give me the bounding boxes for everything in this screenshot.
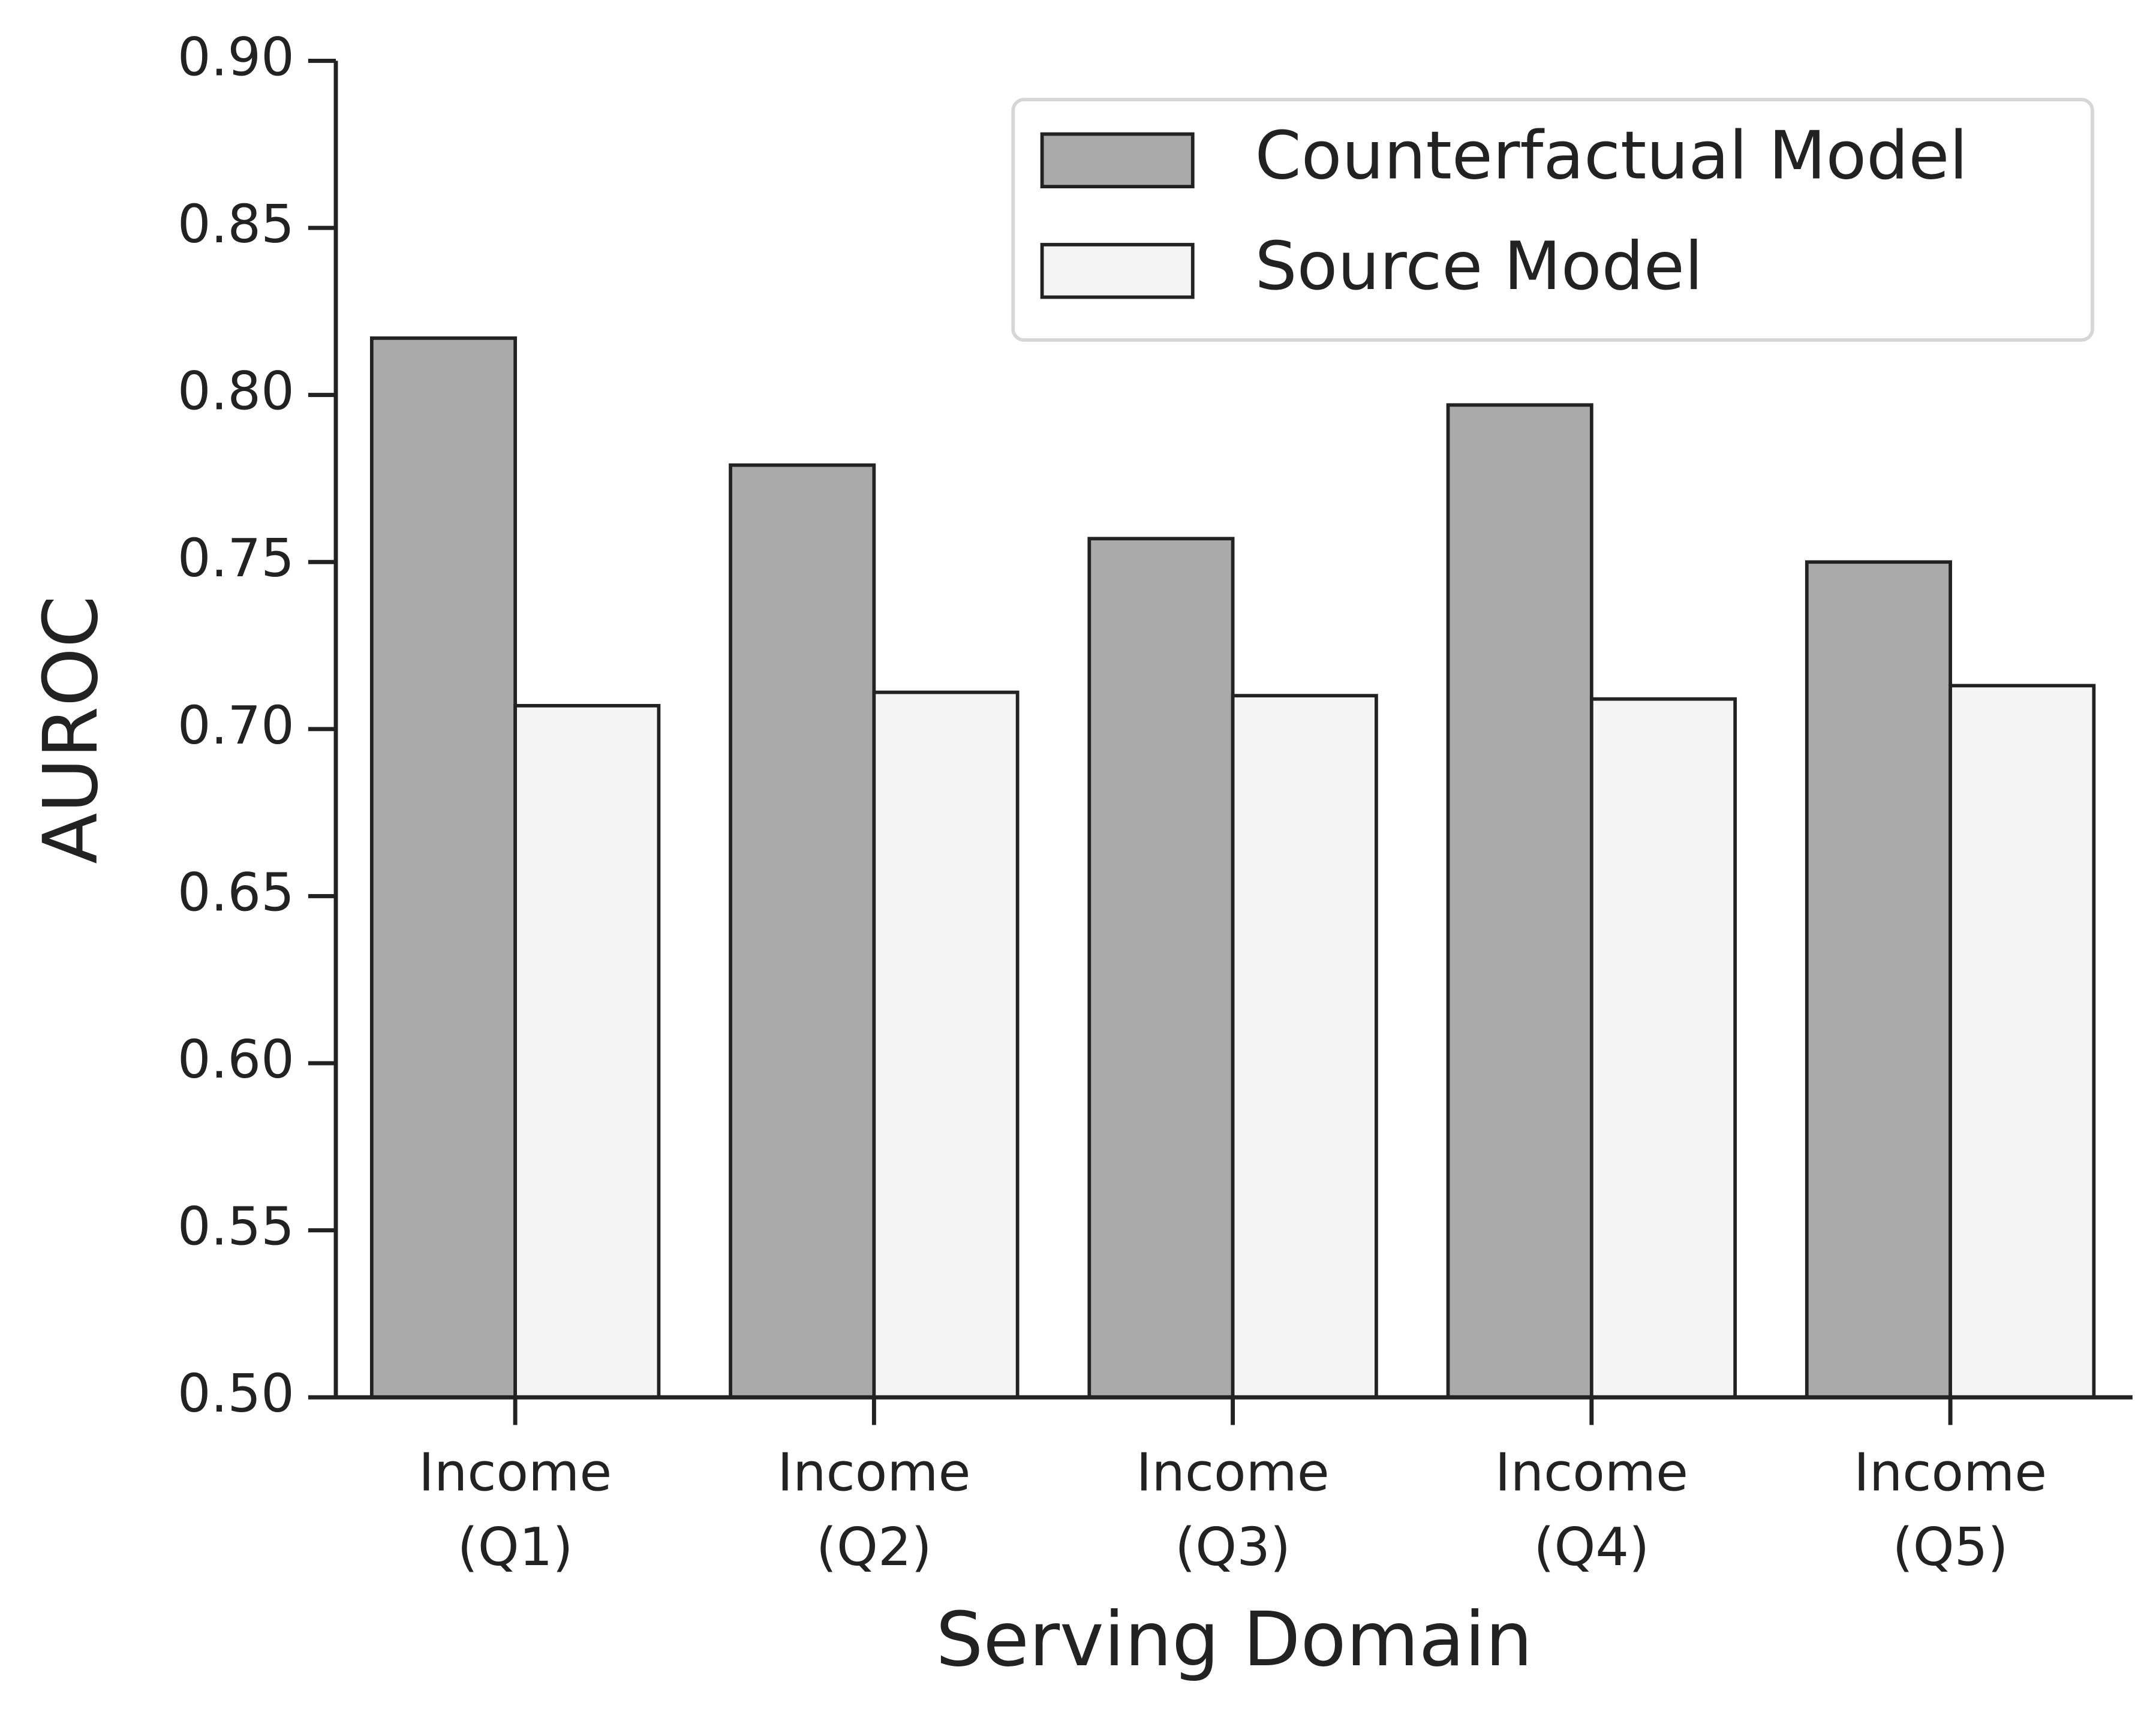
y-tick-label: 0.55 [178,1196,294,1257]
legend-label: Counterfactual Model [1255,118,1968,195]
bar [1231,694,1378,1400]
bar [513,703,661,1400]
x-tick-label: Income (Q2) [777,1442,970,1578]
x-tick-label: Income (Q1) [419,1442,612,1578]
legend-box [1011,98,2094,342]
y-tick-label: 0.65 [178,862,294,923]
x-axis-label: Serving Domain [936,1596,1532,1683]
bar [1948,684,2096,1400]
x-tick-label: Income (Q5) [1854,1442,2047,1578]
y-tick-label: 0.80 [178,361,294,422]
y-tick-label: 0.75 [178,528,294,589]
y-tick-label: 0.70 [178,695,294,756]
bar [872,690,1020,1400]
y-tick-label: 0.50 [178,1363,294,1424]
y-tick-label: 0.60 [178,1029,294,1090]
legend-label: Source Model [1255,228,1703,305]
y-tick-label: 0.90 [178,26,294,88]
y-axis-label: AUROC [28,595,115,864]
bar [1805,560,1952,1400]
legend-swatch [1040,243,1195,299]
bar [369,336,517,1400]
bar [1589,697,1737,1400]
bar [1446,403,1593,1400]
y-tick-label: 0.85 [178,194,294,255]
x-tick-label: Income (Q4) [1495,1442,1688,1578]
bar [1087,537,1235,1400]
x-tick-label: Income (Q3) [1136,1442,1330,1578]
bar [729,463,876,1400]
legend-swatch [1040,132,1195,189]
